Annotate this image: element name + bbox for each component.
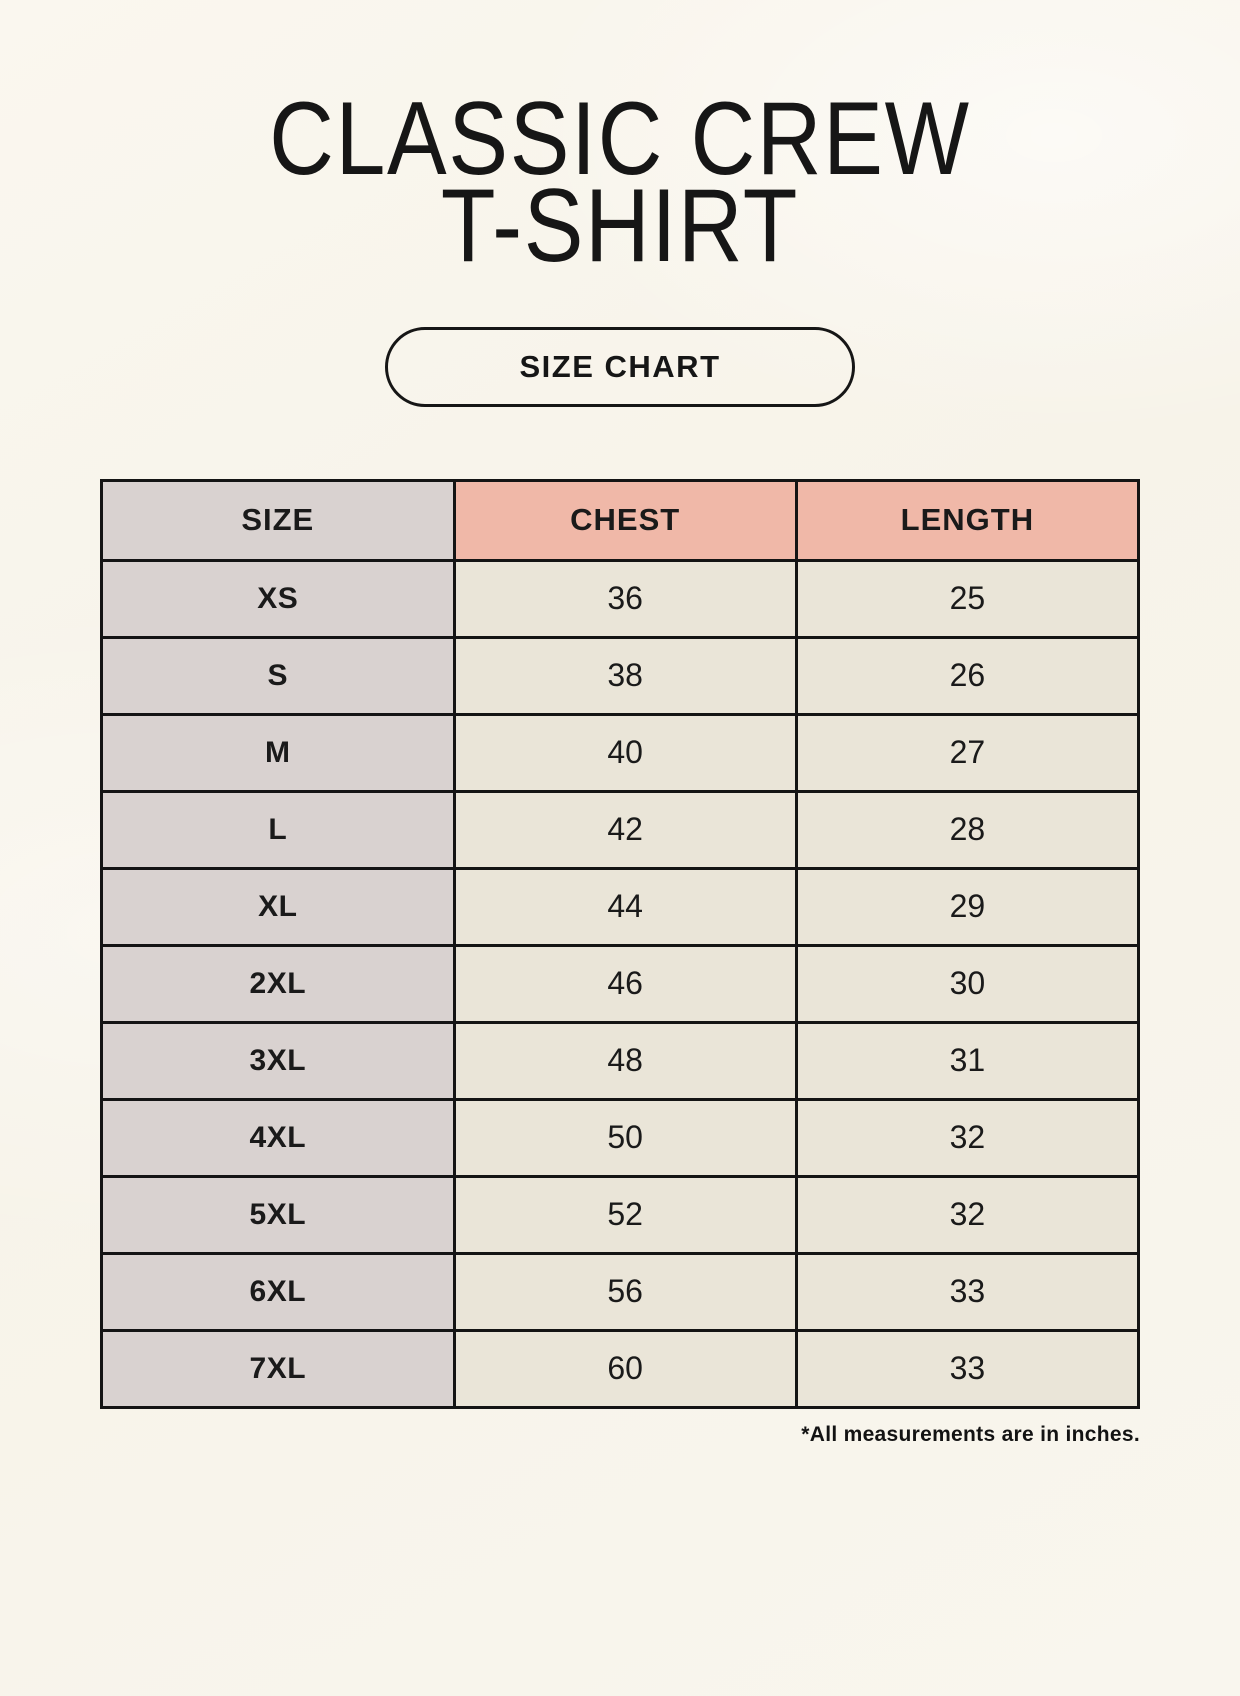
size-cell: 2XL: [100, 943, 456, 1024]
size-cell: 5XL: [100, 1174, 456, 1255]
chest-cell: 52: [452, 1174, 798, 1255]
length-cell: 32: [794, 1097, 1141, 1178]
chest-cell: 56: [452, 1251, 798, 1332]
chest-cell: 50: [452, 1097, 798, 1178]
product-title-line-1: CLASSIC CREW: [269, 81, 971, 197]
length-cell: 30: [794, 943, 1141, 1024]
size-cell: 3XL: [100, 1020, 456, 1101]
size-cell: 7XL: [100, 1328, 456, 1409]
measurements-footnote: *All measurements are in inches.: [801, 1422, 1140, 1446]
table-row: M 40 27: [100, 712, 1141, 793]
header-cell-size: SIZE: [100, 478, 456, 562]
product-title: CLASSIC CREW T-SHIRT: [87, 81, 1153, 285]
table-row: XS 36 25: [100, 558, 1141, 639]
chest-cell: 60: [452, 1328, 798, 1409]
size-cell: XS: [100, 558, 456, 639]
length-cell: 33: [794, 1251, 1141, 1332]
table-header-row: SIZE CHEST LENGTH: [100, 478, 1141, 562]
chest-cell: 48: [452, 1020, 798, 1101]
length-cell: 32: [794, 1174, 1141, 1255]
size-cell: S: [100, 635, 456, 716]
table-row: 4XL 50 32: [100, 1097, 1141, 1178]
table-row: S 38 26: [100, 635, 1141, 716]
length-cell: 33: [794, 1328, 1141, 1409]
table-row: XL 44 29: [100, 866, 1141, 947]
size-cell: M: [100, 712, 456, 793]
chest-cell: 46: [452, 943, 798, 1024]
length-cell: 25: [794, 558, 1141, 639]
size-cell: 4XL: [100, 1097, 456, 1178]
size-cell: 6XL: [100, 1251, 456, 1332]
size-cell: L: [100, 789, 456, 870]
chest-cell: 38: [452, 635, 798, 716]
chest-cell: 36: [452, 558, 798, 639]
size-chart-page: CLASSIC CREW T-SHIRT SIZE CHART SIZE CHE…: [0, 81, 1240, 1696]
size-table: SIZE CHEST LENGTH XS 36 25 S 38 26 M 40 27 L 42 28 X…: [100, 478, 1141, 1409]
length-cell: 27: [794, 712, 1141, 793]
length-cell: 29: [794, 866, 1141, 947]
header-cell-length: LENGTH: [794, 478, 1141, 562]
table-row: L 42 28: [100, 789, 1141, 870]
size-chart-badge-label: SIZE CHART: [519, 348, 721, 384]
table-row: 6XL 56 33: [100, 1251, 1141, 1332]
product-title-line-2: T-SHIRT: [440, 168, 800, 285]
length-cell: 26: [794, 635, 1141, 716]
length-cell: 28: [794, 789, 1141, 870]
length-cell: 31: [794, 1020, 1141, 1101]
chest-cell: 44: [452, 866, 798, 947]
table-row: 2XL 46 30: [100, 943, 1141, 1024]
chest-cell: 42: [452, 789, 798, 870]
table-row: 5XL 52 32: [100, 1174, 1141, 1255]
size-chart-badge: SIZE CHART: [385, 326, 855, 407]
table-row: 3XL 48 31: [100, 1020, 1141, 1101]
table-row: 7XL 60 33: [100, 1328, 1141, 1409]
header-cell-chest: CHEST: [452, 478, 798, 562]
size-cell: XL: [100, 866, 456, 947]
chest-cell: 40: [452, 712, 798, 793]
size-table-body: XS 36 25 S 38 26 M 40 27 L 42 28 XL 44 29 2XL 46 30 3XL 48 3…: [100, 558, 1141, 1409]
